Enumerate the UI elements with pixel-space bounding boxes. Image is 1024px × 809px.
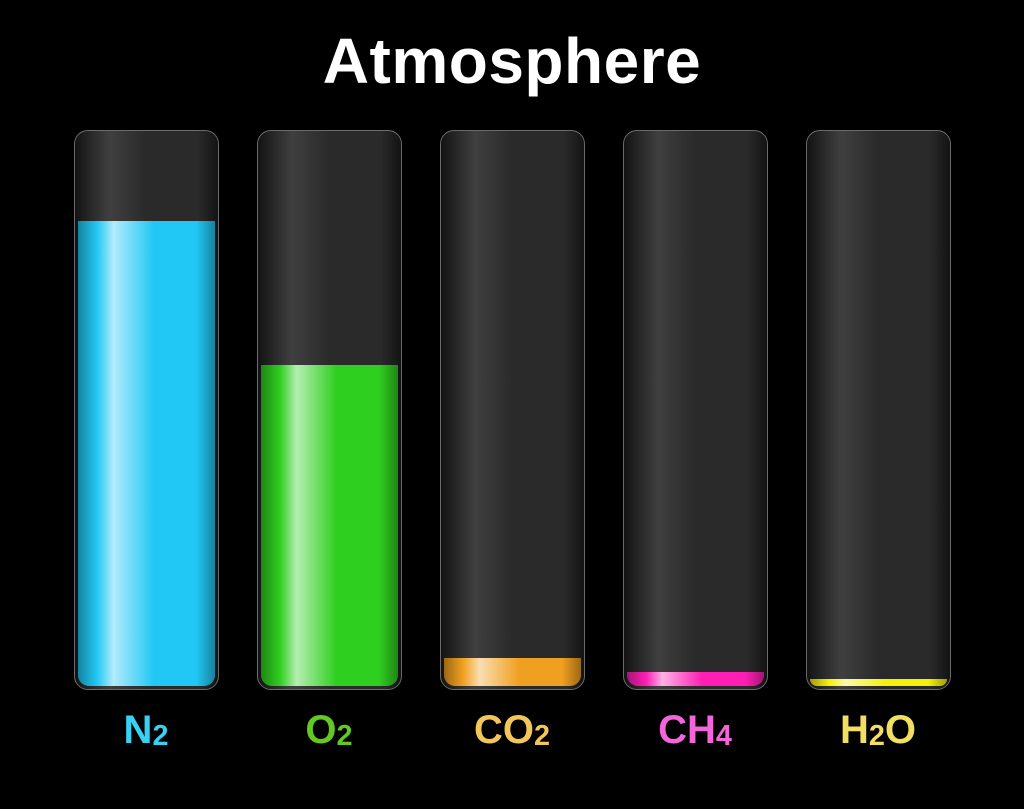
bar-tube [74,130,219,690]
bar-fill [78,221,215,686]
bar-label-sub: 2 [152,720,168,752]
bar-label-sub: 2 [534,720,550,752]
bar-column: N2 [74,130,219,753]
bar-tube [440,130,585,690]
bar-tube [623,130,768,690]
bar-label: H2O [840,708,916,753]
bar-fill-shade [78,221,215,686]
bar-fill [810,679,947,686]
bar-fill-shade [627,672,764,686]
bar-fill-shade [261,365,398,686]
bar-label-base: CH [658,708,716,752]
bar-fill-shade [810,679,947,686]
bar-fill [261,365,398,686]
bar-label: O2 [305,708,352,753]
bar-label-sub: 4 [716,720,732,752]
chart-title: Atmosphere [0,24,1024,98]
bar-label: N2 [124,708,169,753]
atmosphere-chart: Atmosphere N2O2CO2CH4H2O [0,0,1024,809]
bar-tube-shade [624,131,767,689]
bar-column: H2O [806,130,951,753]
bar-tube-shade [807,131,950,689]
bar-label: CH4 [658,708,732,753]
bar-fill-shade [444,658,581,686]
bar-label-suffix: O [885,708,916,752]
bar-column: O2 [257,130,402,753]
bar-tube [257,130,402,690]
bar-label-base: O [305,708,336,752]
bar-fill [627,672,764,686]
bar-column: CO2 [440,130,585,753]
bar-label-base: H [840,708,869,752]
bar-label: CO2 [474,708,550,753]
bar-label-sub: 2 [337,720,353,752]
bar-column: CH4 [623,130,768,753]
bar-tube-shade [441,131,584,689]
bars-row: N2O2CO2CH4H2O [0,130,1024,753]
bar-label-base: N [124,708,153,752]
bar-tube [806,130,951,690]
bar-label-sub: 2 [869,720,885,752]
bar-fill [444,658,581,686]
bar-label-base: CO [474,708,534,752]
